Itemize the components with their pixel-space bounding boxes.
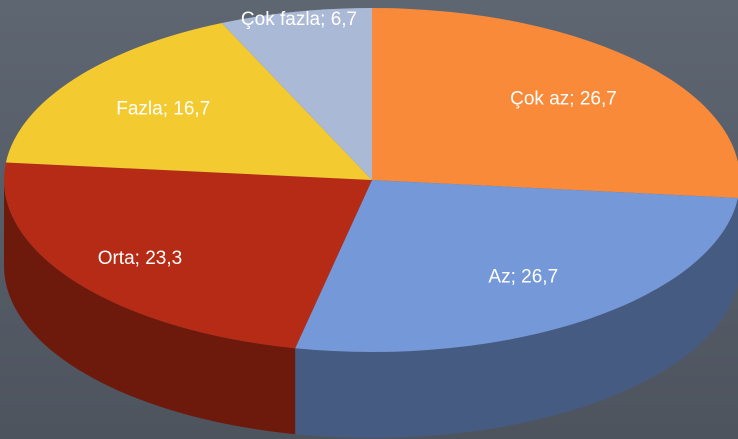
data-label: Az; 26,7 [488,266,558,287]
label-value: 23,3 [145,248,182,269]
slice [3,162,372,349]
label-separator: ; [163,98,174,119]
slice [5,22,373,180]
label-separator: ; [569,88,580,109]
slice-side [4,180,296,435]
label-value: 6,7 [331,9,357,30]
data-label: Fazla; 16,7 [116,98,210,119]
slice [295,180,738,352]
slice [372,8,738,199]
label-category: Fazla [116,98,163,119]
slice [221,8,372,180]
label-category: Çok fazla [241,9,321,30]
label-category: Az [488,266,510,287]
slice-side [295,198,738,438]
label-category: Orta [98,248,135,269]
label-separator: ; [135,248,146,269]
data-label: Çok fazla; 6,7 [241,9,357,30]
label-value: 26,7 [521,266,558,287]
data-label: Çok az; 26,7 [510,88,617,109]
label-value: 16,7 [173,98,210,119]
label-separator: ; [511,266,522,287]
label-value: 26,7 [580,88,617,109]
data-label: Orta; 23,3 [98,248,183,269]
label-category: Çok az [510,88,569,109]
label-separator: ; [320,9,331,30]
